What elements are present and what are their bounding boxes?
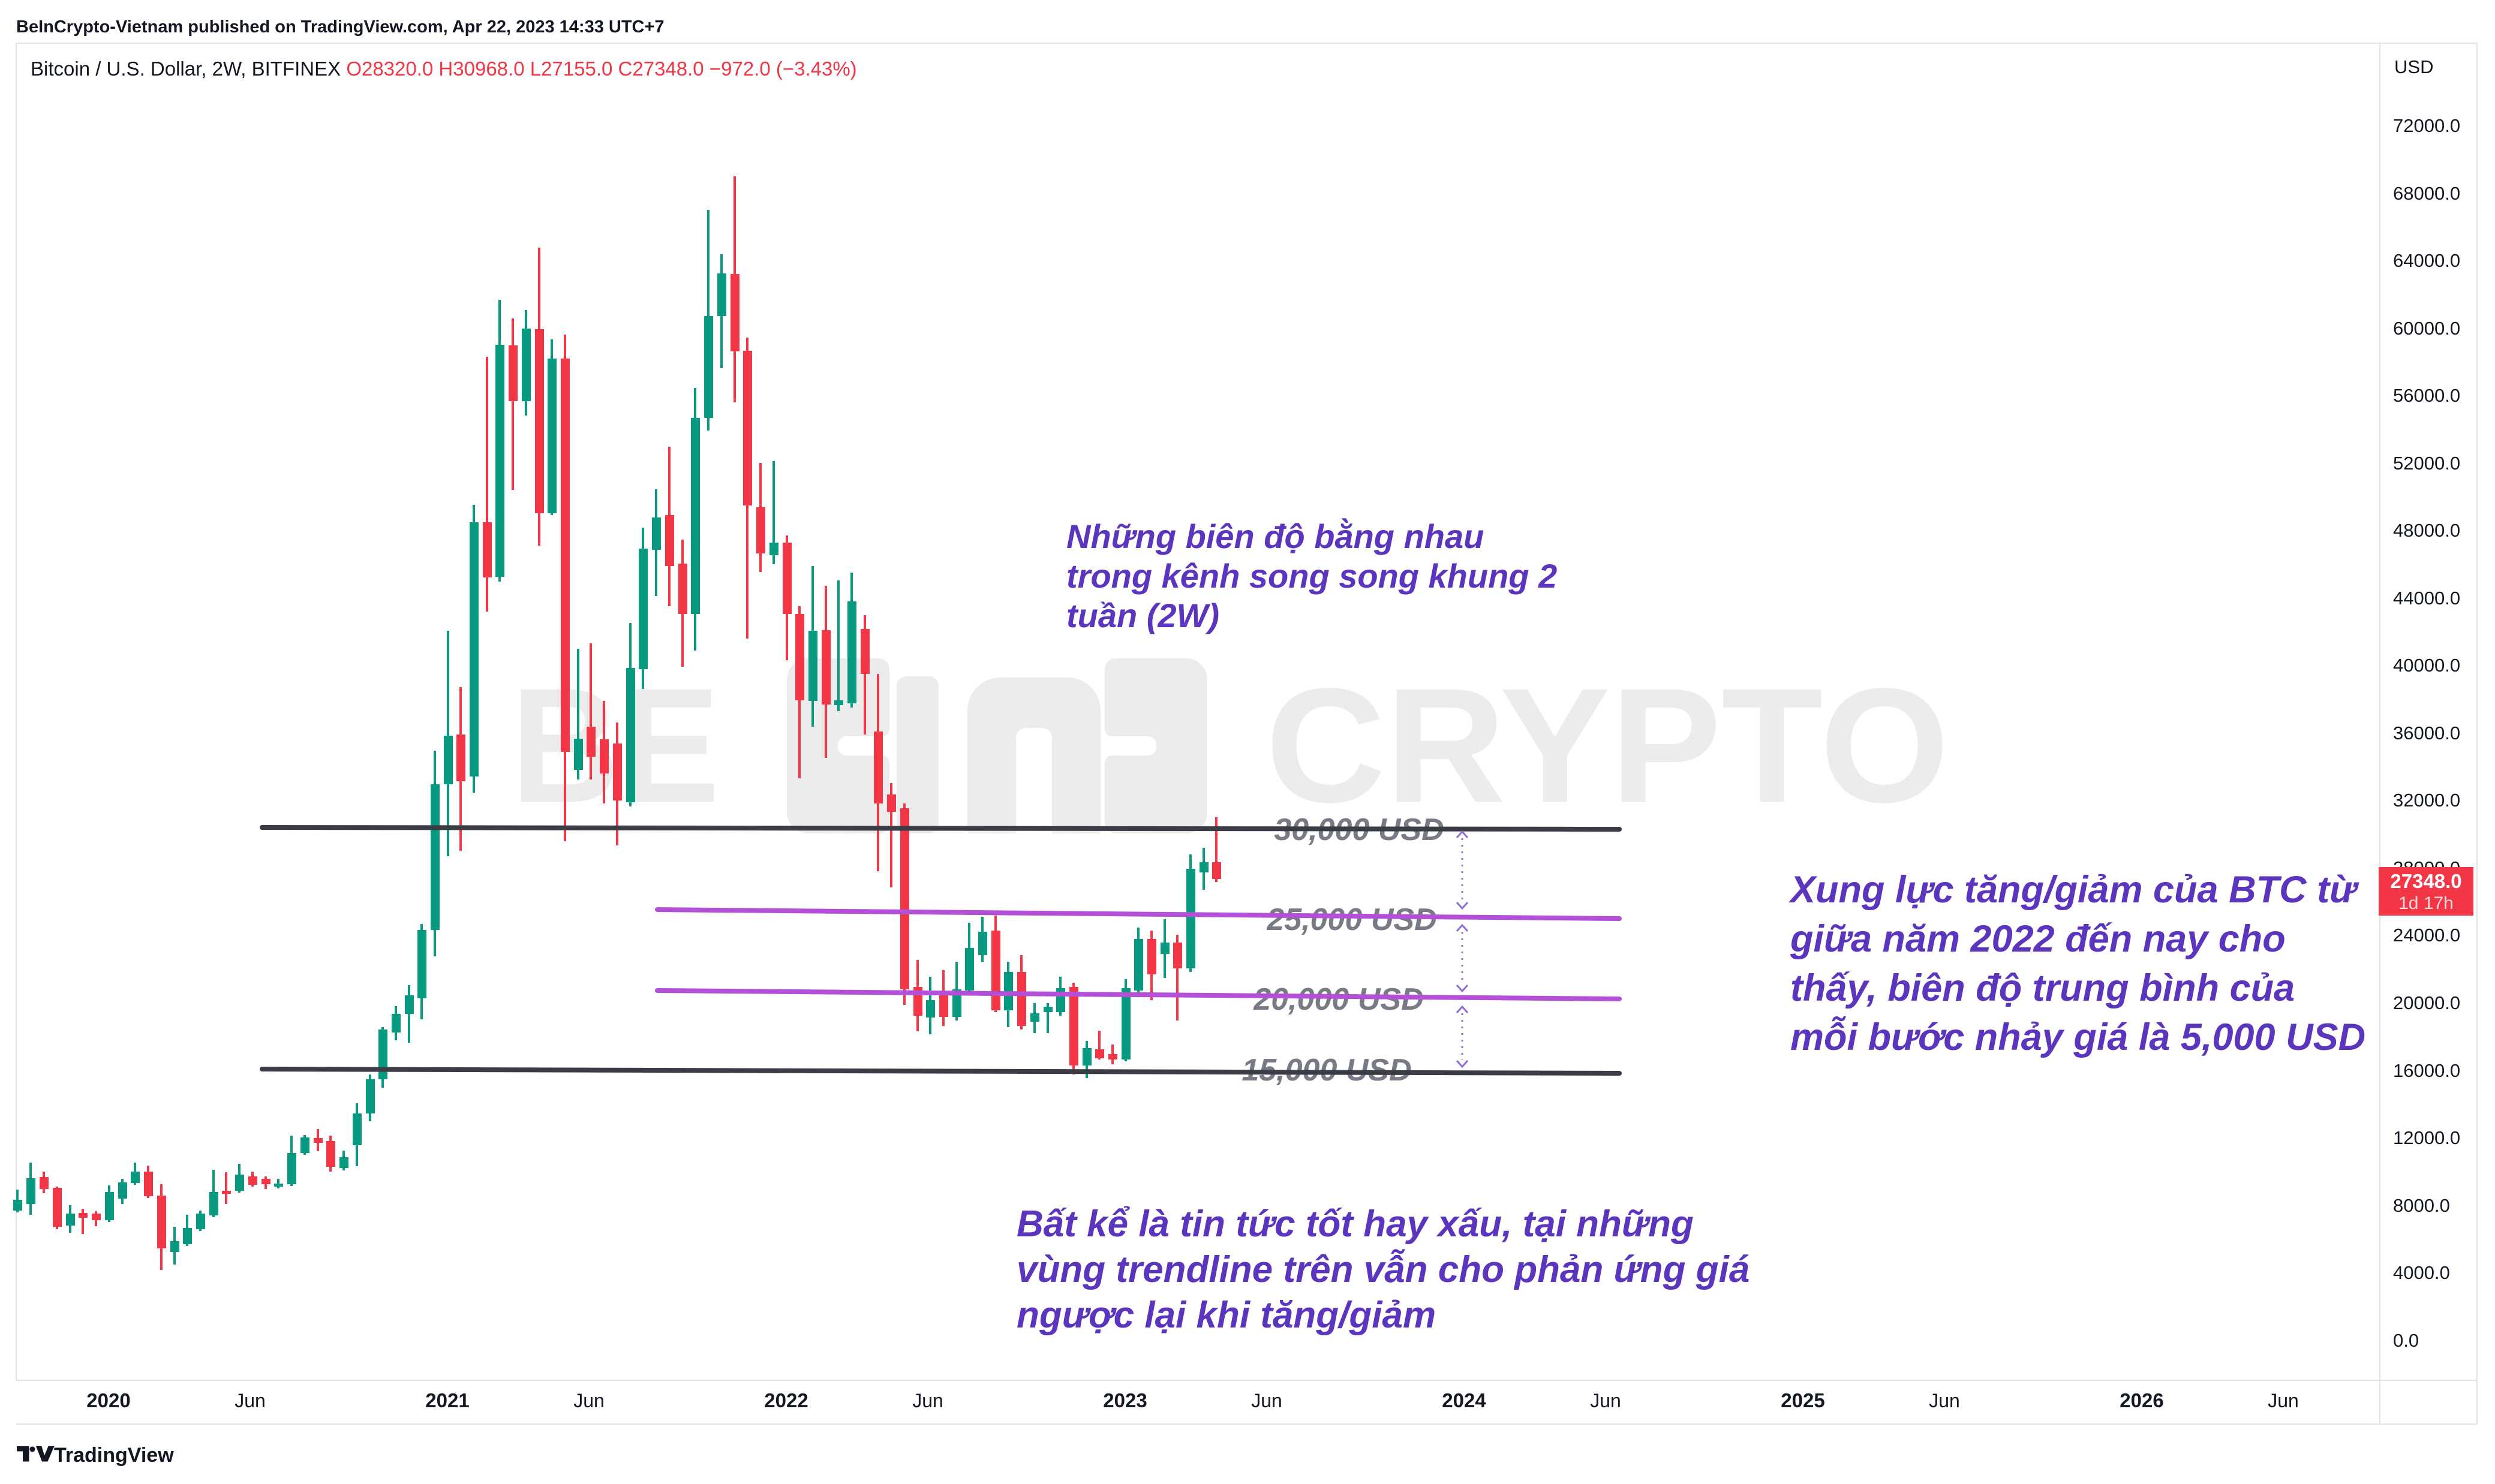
- svg-text:24000.0: 24000.0: [2393, 925, 2460, 946]
- svg-text:Xung lực tăng/giảm của BTC từg: Xung lực tăng/giảm của BTC từ giữa năm 20…: [1788, 869, 2365, 1058]
- svg-text:0.0: 0.0: [2393, 1330, 2419, 1351]
- svg-text:USD: USD: [2394, 56, 2433, 77]
- svg-text:2020: 2020: [86, 1389, 130, 1411]
- svg-text:72000.0: 72000.0: [2393, 115, 2460, 136]
- svg-text:2026: 2026: [2120, 1389, 2163, 1411]
- svg-text:60000.0: 60000.0: [2393, 318, 2460, 339]
- svg-text:2025: 2025: [1781, 1389, 1824, 1411]
- svg-text:2021: 2021: [425, 1389, 469, 1411]
- svg-text:1d 17h: 1d 17h: [2398, 893, 2454, 913]
- svg-text:TradingView: TradingView: [54, 1444, 174, 1467]
- svg-text:Jun: Jun: [912, 1390, 943, 1411]
- svg-text:20,000 USD: 20,000 USD: [1253, 982, 1423, 1017]
- svg-text:Bất kể là tin tức tốt hay xấu,: Bất kể là tin tức tốt hay xấu, tại những…: [1017, 1203, 1749, 1336]
- svg-text:64000.0: 64000.0: [2393, 250, 2460, 271]
- svg-text:2022: 2022: [764, 1389, 808, 1411]
- svg-text:Jun: Jun: [1251, 1390, 1282, 1411]
- svg-text:2023: 2023: [1103, 1389, 1147, 1411]
- svg-text:44000.0: 44000.0: [2393, 588, 2460, 609]
- svg-text:56000.0: 56000.0: [2393, 385, 2460, 406]
- svg-text:Jun: Jun: [235, 1390, 266, 1411]
- svg-text:BeInCrypto-Vietnam published o: BeInCrypto-Vietnam published on TradingV…: [16, 17, 665, 37]
- svg-text:32000.0: 32000.0: [2393, 790, 2460, 811]
- svg-text:52000.0: 52000.0: [2393, 453, 2460, 474]
- svg-text:36000.0: 36000.0: [2393, 723, 2460, 743]
- svg-text:2024: 2024: [1442, 1389, 1486, 1411]
- svg-text:48000.0: 48000.0: [2393, 520, 2460, 541]
- svg-text:4000.0: 4000.0: [2393, 1262, 2450, 1283]
- svg-text:Jun: Jun: [573, 1390, 605, 1411]
- svg-text:27348.0: 27348.0: [2390, 870, 2461, 892]
- svg-text:Bitcoin / U.S. Dollar, 2W, BIT: Bitcoin / U.S. Dollar, 2W, BITFINEX O283…: [31, 58, 857, 80]
- svg-text:25,000 USD: 25,000 USD: [1266, 902, 1436, 937]
- svg-text:40000.0: 40000.0: [2393, 655, 2460, 676]
- svg-text:Jun: Jun: [2268, 1390, 2299, 1411]
- svg-text:20000.0: 20000.0: [2393, 992, 2460, 1013]
- svg-text:Jun: Jun: [1590, 1390, 1621, 1411]
- svg-text:68000.0: 68000.0: [2393, 183, 2460, 204]
- svg-text:CRYPTO: CRYPTO: [1265, 654, 1949, 836]
- svg-text:16000.0: 16000.0: [2393, 1060, 2460, 1081]
- svg-text:Jun: Jun: [1929, 1390, 1960, 1411]
- svg-text:8000.0: 8000.0: [2393, 1195, 2450, 1216]
- svg-text:12000.0: 12000.0: [2393, 1127, 2460, 1148]
